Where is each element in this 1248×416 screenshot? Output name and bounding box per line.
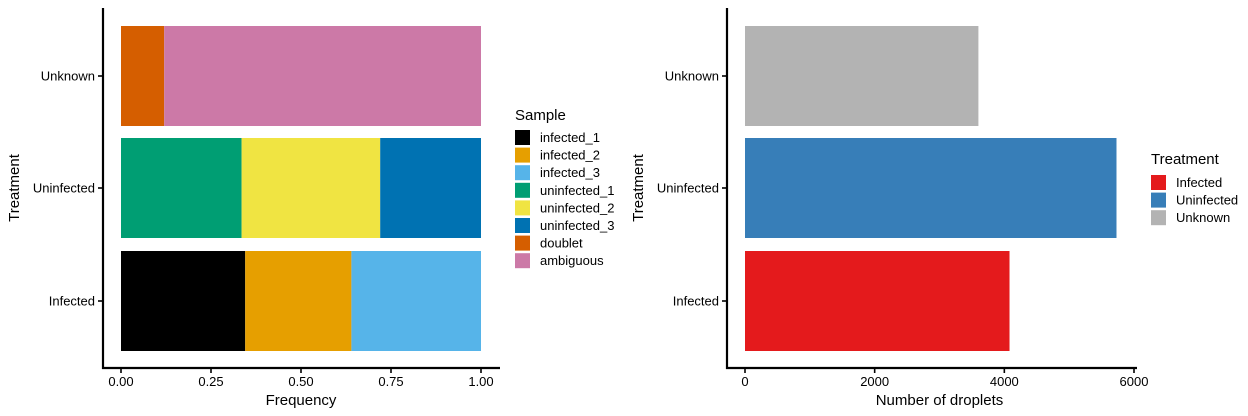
- legend-swatch-uninfected-3: [515, 218, 530, 233]
- legend-swatch-unknown: [1151, 210, 1166, 226]
- legend-label-uninfected-2: uninfected_2: [540, 200, 614, 215]
- bar-infected-infected-3: [351, 251, 481, 351]
- legend-label-infected: Infected: [1176, 175, 1222, 190]
- x-tick-label: 2000: [860, 374, 889, 389]
- bar-unknown-doublet: [121, 26, 165, 126]
- bar-infected-infected-2: [245, 251, 352, 351]
- legend-swatch-doublet: [515, 235, 530, 251]
- legend-swatch-uninfected: [1151, 192, 1166, 208]
- legend-label-infected-1: infected_1: [540, 130, 600, 145]
- y-axis-title: Treatment: [6, 153, 23, 222]
- legend-label-ambiguous: ambiguous: [540, 253, 604, 268]
- y-tick-label-uninfected: Uninfected: [33, 181, 95, 196]
- x-tick-label: 6000: [1120, 374, 1149, 389]
- bar-unknown: [745, 26, 979, 126]
- x-tick-label: 0: [741, 374, 748, 389]
- bar-infected-infected-1: [121, 251, 246, 351]
- x-tick-label: 4000: [990, 374, 1019, 389]
- legend-label-uninfected-3: uninfected_3: [540, 218, 614, 233]
- x-tick-label: 0.25: [198, 374, 223, 389]
- legend-label-infected-2: infected_2: [540, 148, 600, 163]
- x-tick-label: 0.50: [288, 374, 313, 389]
- x-tick-label: 0.75: [378, 374, 403, 389]
- legend-swatch-infected-3: [515, 165, 530, 181]
- y-axis-title: Treatment: [630, 153, 647, 222]
- legend-title: Sample: [515, 107, 566, 124]
- legend-swatch-infected-1: [515, 130, 530, 145]
- bar-uninfected: [745, 138, 1117, 238]
- bar-uninfected-uninfected-2: [241, 138, 381, 238]
- legend-swatch-ambiguous: [515, 253, 530, 269]
- x-axis-title: Frequency: [266, 392, 337, 409]
- y-tick-label-uninfected: Uninfected: [657, 181, 719, 196]
- legend-label-uninfected: Uninfected: [1176, 193, 1238, 208]
- bar-unknown-ambiguous: [164, 26, 481, 126]
- y-tick-label-unknown: Unknown: [665, 69, 719, 84]
- legend-title: Treatment: [1151, 151, 1220, 168]
- legend-label-infected-3: infected_3: [540, 165, 600, 180]
- x-tick-label: 0.00: [108, 374, 133, 389]
- x-tick-label: 1.00: [468, 374, 493, 389]
- y-tick-label-infected: Infected: [673, 294, 719, 309]
- bar-infected: [745, 251, 1010, 351]
- legend-label-unknown: Unknown: [1176, 210, 1230, 225]
- legend-swatch-uninfected-2: [515, 200, 530, 216]
- legend-swatch-infected: [1151, 175, 1166, 190]
- bar-uninfected-uninfected-3: [380, 138, 481, 238]
- legend-label-uninfected-1: uninfected_1: [540, 183, 614, 198]
- bar-uninfected-uninfected-1: [121, 138, 242, 238]
- legend-label-doublet: doublet: [540, 236, 583, 251]
- legend-swatch-infected-2: [515, 147, 530, 163]
- x-axis-title: Number of droplets: [876, 392, 1004, 409]
- legend-swatch-uninfected-1: [515, 182, 530, 198]
- y-tick-label-infected: Infected: [49, 294, 95, 309]
- y-tick-label-unknown: Unknown: [41, 69, 95, 84]
